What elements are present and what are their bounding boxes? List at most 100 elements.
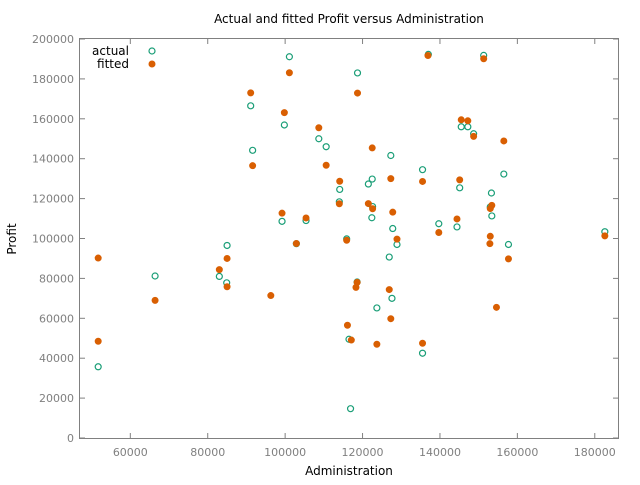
- x-tick-label: 160000: [496, 446, 538, 459]
- actual-point: [373, 304, 381, 312]
- fitted-point: [347, 336, 355, 344]
- actual-point: [249, 146, 257, 154]
- fitted-point: [336, 177, 344, 185]
- fitted-point: [480, 55, 488, 63]
- plot-frame: [79, 38, 619, 439]
- y-tick-label: 20000: [39, 392, 74, 405]
- y-tick-label: 120000: [32, 193, 74, 206]
- fitted-point: [601, 232, 609, 240]
- actual-point: [364, 180, 372, 188]
- fitted-point: [368, 144, 376, 152]
- fitted-point: [352, 283, 360, 291]
- fitted-point: [280, 109, 288, 117]
- legend-marker-actual: [148, 47, 156, 55]
- fitted-point: [456, 176, 464, 184]
- fitted-point: [343, 321, 351, 329]
- actual-point: [346, 405, 355, 413]
- fitted-point: [267, 292, 275, 300]
- y-tick-label: 140000: [32, 153, 74, 166]
- fitted-point: [151, 296, 159, 304]
- fitted-point: [369, 205, 377, 213]
- fitted-point: [94, 337, 102, 345]
- actual-point: [215, 272, 223, 281]
- actual-point: [389, 224, 397, 233]
- actual-point: [385, 253, 393, 261]
- fitted-point: [486, 240, 494, 248]
- actual-point: [487, 189, 496, 197]
- fitted-point: [453, 215, 461, 223]
- actual-point: [456, 184, 464, 192]
- x-tick-label: 140000: [419, 446, 461, 459]
- legend-marker-fitted: [148, 60, 156, 68]
- fitted-point: [322, 161, 330, 169]
- fitted-point: [435, 229, 443, 237]
- actual-point: [94, 363, 102, 371]
- fitted-point: [292, 239, 300, 247]
- chart-title: Actual and fitted Profit versus Administ…: [214, 12, 484, 26]
- y-tick-label: 60000: [39, 312, 74, 325]
- actual-point: [368, 175, 376, 183]
- fitted-point: [302, 214, 310, 222]
- fitted-point: [364, 200, 372, 208]
- fitted-point: [385, 286, 393, 294]
- y-tick-label: 180000: [32, 73, 74, 86]
- actual-point: [488, 212, 496, 220]
- x-tick-label: 180000: [574, 446, 616, 459]
- fitted-point: [424, 52, 432, 60]
- actual-point: [353, 69, 362, 77]
- fitted-point: [343, 236, 351, 244]
- actual-point: [247, 102, 255, 110]
- fitted-point: [419, 339, 427, 347]
- fitted-point: [247, 89, 255, 97]
- actual-point: [418, 349, 427, 357]
- fitted-point: [94, 254, 102, 262]
- actual-point: [285, 53, 293, 61]
- actual-point: [435, 220, 443, 228]
- fitted-point: [389, 208, 397, 216]
- legend-label-actual: actual: [92, 44, 129, 58]
- fitted-point: [223, 254, 231, 262]
- actual-point: [336, 185, 344, 194]
- fitted-point: [419, 177, 427, 185]
- x-tick-label: 100000: [264, 446, 306, 459]
- fitted-point: [354, 89, 362, 97]
- actual-point: [388, 294, 396, 302]
- x-axis-label: Administration: [305, 464, 393, 478]
- actual-point: [500, 170, 508, 178]
- y-axis: 0 20000 40000 60000 80000 100000 120000 140000 1…: [32, 33, 618, 445]
- fitted-point: [335, 200, 343, 208]
- fitted-point: [457, 116, 465, 124]
- fitted-point: [500, 137, 508, 145]
- actual-point: [504, 240, 513, 249]
- actual-point: [322, 143, 330, 151]
- fitted-point: [504, 255, 512, 263]
- fitted-point: [373, 340, 381, 348]
- y-tick-label: 160000: [32, 113, 74, 126]
- x-tick-label: 120000: [342, 446, 384, 459]
- actual-point: [151, 272, 159, 280]
- actual-point: [368, 214, 376, 222]
- fitted-point: [285, 69, 293, 77]
- actual-point: [223, 241, 231, 250]
- actual-point: [418, 166, 427, 174]
- x-tick-label: 60000: [113, 446, 148, 459]
- fitted-point: [387, 315, 395, 323]
- y-tick-label: 100000: [32, 233, 74, 246]
- x-tick-label: 80000: [190, 446, 225, 459]
- y-tick-label: 200000: [32, 33, 74, 46]
- fitted-point: [393, 235, 401, 243]
- fitted-point: [215, 266, 223, 274]
- fitted-point: [315, 124, 323, 132]
- y-tick-label: 0: [67, 432, 74, 445]
- actual-point: [280, 121, 288, 129]
- fitted-point: [470, 132, 478, 140]
- actual-point: [453, 223, 461, 231]
- legend-label-fitted: fitted: [97, 57, 129, 71]
- data-points: [94, 50, 609, 413]
- fitted-point: [223, 283, 231, 291]
- fitted-point: [486, 232, 494, 240]
- y-tick-label: 40000: [39, 352, 74, 365]
- fitted-point: [492, 303, 500, 311]
